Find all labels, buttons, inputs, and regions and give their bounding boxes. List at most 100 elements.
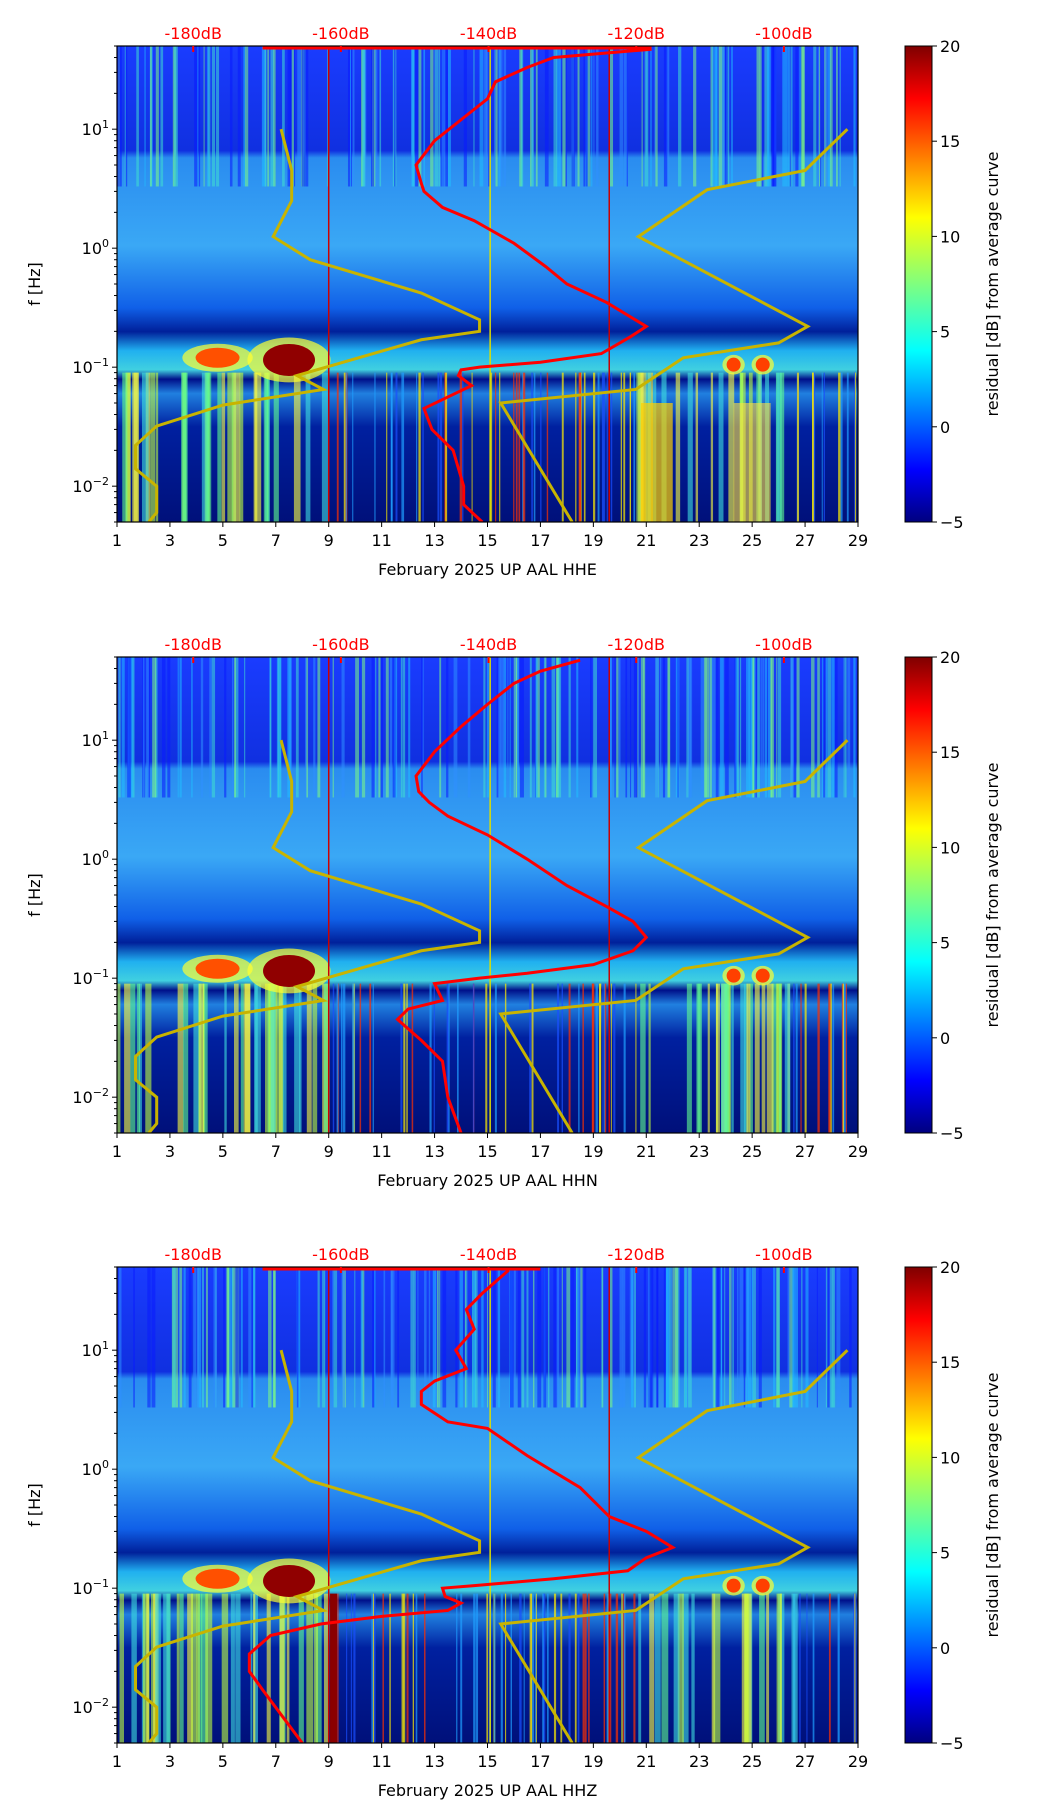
spectrogram-streak (296, 1267, 299, 1408)
spectrogram-streak (601, 372, 604, 522)
spectrogram-streak (442, 1267, 447, 1408)
spectrogram-streak (282, 46, 285, 187)
spectrogram-streak (178, 1267, 181, 1408)
x-tick-label: 3 (165, 1752, 175, 1771)
x-tick-label: 27 (795, 1752, 815, 1771)
spectrogram-streak (286, 1593, 290, 1743)
spectrogram-streak (853, 46, 856, 187)
spectrogram-streak (828, 1593, 831, 1743)
spectrogram-streak (434, 46, 439, 187)
yellow-reference-curve-1 (498, 128, 849, 522)
spectrogram-streak (574, 1593, 577, 1743)
spectrogram-streak (345, 372, 347, 522)
spectrogram-streak (305, 657, 309, 798)
spectrogram-streak (321, 372, 329, 522)
yellow-reference-curve-1 (498, 1349, 849, 1743)
x-tick-label: 17 (530, 1142, 550, 1161)
spectrogram-streak (640, 657, 645, 798)
spectrogram-streak (743, 1267, 746, 1408)
spectrogram-streak (811, 657, 815, 798)
spectrogram-streak (130, 983, 136, 1133)
spectrogram-streak (764, 657, 768, 798)
spectrogram-streak (828, 983, 831, 1133)
spectrogram-streak (441, 46, 446, 187)
spectrogram-streak (317, 657, 321, 798)
spectrogram-streak (350, 46, 352, 187)
spectrogram-streak (487, 1267, 489, 1408)
spectrogram-streak (597, 372, 600, 522)
spectrogram-streak (205, 372, 210, 522)
top-db-label: -180dB (164, 24, 221, 43)
spectrogram-streak (235, 1593, 241, 1743)
spectrogram-streak (352, 372, 354, 522)
spectrogram-streak (510, 1267, 514, 1408)
red-noise-curve (414, 47, 652, 522)
spectrogram-streak (354, 1267, 356, 1408)
spectrogram-streak (160, 46, 164, 187)
spectrogram-streak (234, 657, 239, 798)
spectrogram-streak (373, 1593, 376, 1743)
spectrogram-streak (579, 372, 581, 522)
spectrogram-streak (540, 372, 542, 522)
spectrogram-streak (239, 372, 244, 522)
spectrogram-streak (151, 1267, 156, 1408)
spectrogram-streak (654, 1593, 661, 1743)
spectrogram-streak (124, 983, 131, 1133)
spectrogram-streak (650, 1267, 654, 1408)
spectrogram-streak (253, 1593, 256, 1743)
spectrogram-streak (821, 372, 823, 522)
spectrogram-streak (758, 46, 763, 187)
spectrogram-hotspot (726, 1578, 741, 1593)
spectrogram-streak (372, 1267, 376, 1408)
spectrogram-streak (299, 983, 302, 1133)
spectrogram-streak (313, 657, 316, 798)
spectrogram-streak (446, 983, 450, 1133)
spectrogram-streak (614, 657, 616, 798)
spectrogram-streak (793, 983, 795, 1133)
spectrogram-streak (622, 1267, 626, 1408)
spectrogram-streak (840, 372, 843, 522)
spectrogram-streak (415, 46, 419, 187)
spectrogram-streak (542, 1593, 546, 1743)
spectrogram-streak (654, 46, 656, 187)
spectrogram-streak (633, 1267, 637, 1408)
spectrogram-streak (504, 983, 507, 1133)
spectrogram-streak (177, 657, 179, 798)
spectrogram-streak (746, 983, 751, 1133)
spectrogram-streak (211, 46, 216, 187)
spectrogram-streak (333, 1267, 338, 1408)
spectrogram-streak (531, 983, 534, 1133)
x-tick-label: 1 (112, 531, 122, 550)
spectrogram-streak (305, 372, 311, 522)
spectrogram-streak (163, 1593, 170, 1743)
spectrogram-streak (436, 1267, 439, 1408)
spectrogram-streak (791, 1593, 798, 1743)
spectrogram-streak (187, 1593, 194, 1743)
spectrogram-streak (827, 1267, 831, 1408)
spectrogram-streak (578, 983, 580, 1133)
spectrogram-hotspot (755, 968, 770, 983)
spectrogram-streak (500, 657, 504, 798)
spectrogram-streak (416, 372, 418, 522)
spectrogram-streak (483, 657, 486, 798)
spectrogram-streak (610, 983, 612, 1133)
spectrogram-streak (211, 657, 216, 798)
spectrogram-streak (295, 657, 299, 798)
x-tick-label: 15 (477, 531, 497, 550)
spectrogram-streak (537, 1267, 542, 1408)
spectrogram-streak (352, 983, 355, 1133)
spectrogram-streak (122, 372, 128, 522)
spectrogram-streak (385, 657, 389, 798)
spectrogram-streak (371, 1593, 374, 1743)
spectrogram-streak (593, 46, 595, 187)
spectrogram-streak (201, 372, 208, 522)
colorbar-tick-label: 0 (940, 1639, 950, 1658)
y-tick-label: 101 (82, 729, 109, 750)
spectrogram-streak (412, 1593, 415, 1743)
colorbar: 20 15 10 5 0 −5 residual [dB] from average cur… (904, 37, 1002, 532)
spectrogram-streak (725, 657, 729, 798)
spectrogram-streak (507, 657, 509, 798)
spectrogram-streak (555, 657, 558, 798)
colorbar-tick-label: 0 (940, 1029, 950, 1048)
spectrogram-streak (834, 657, 838, 798)
